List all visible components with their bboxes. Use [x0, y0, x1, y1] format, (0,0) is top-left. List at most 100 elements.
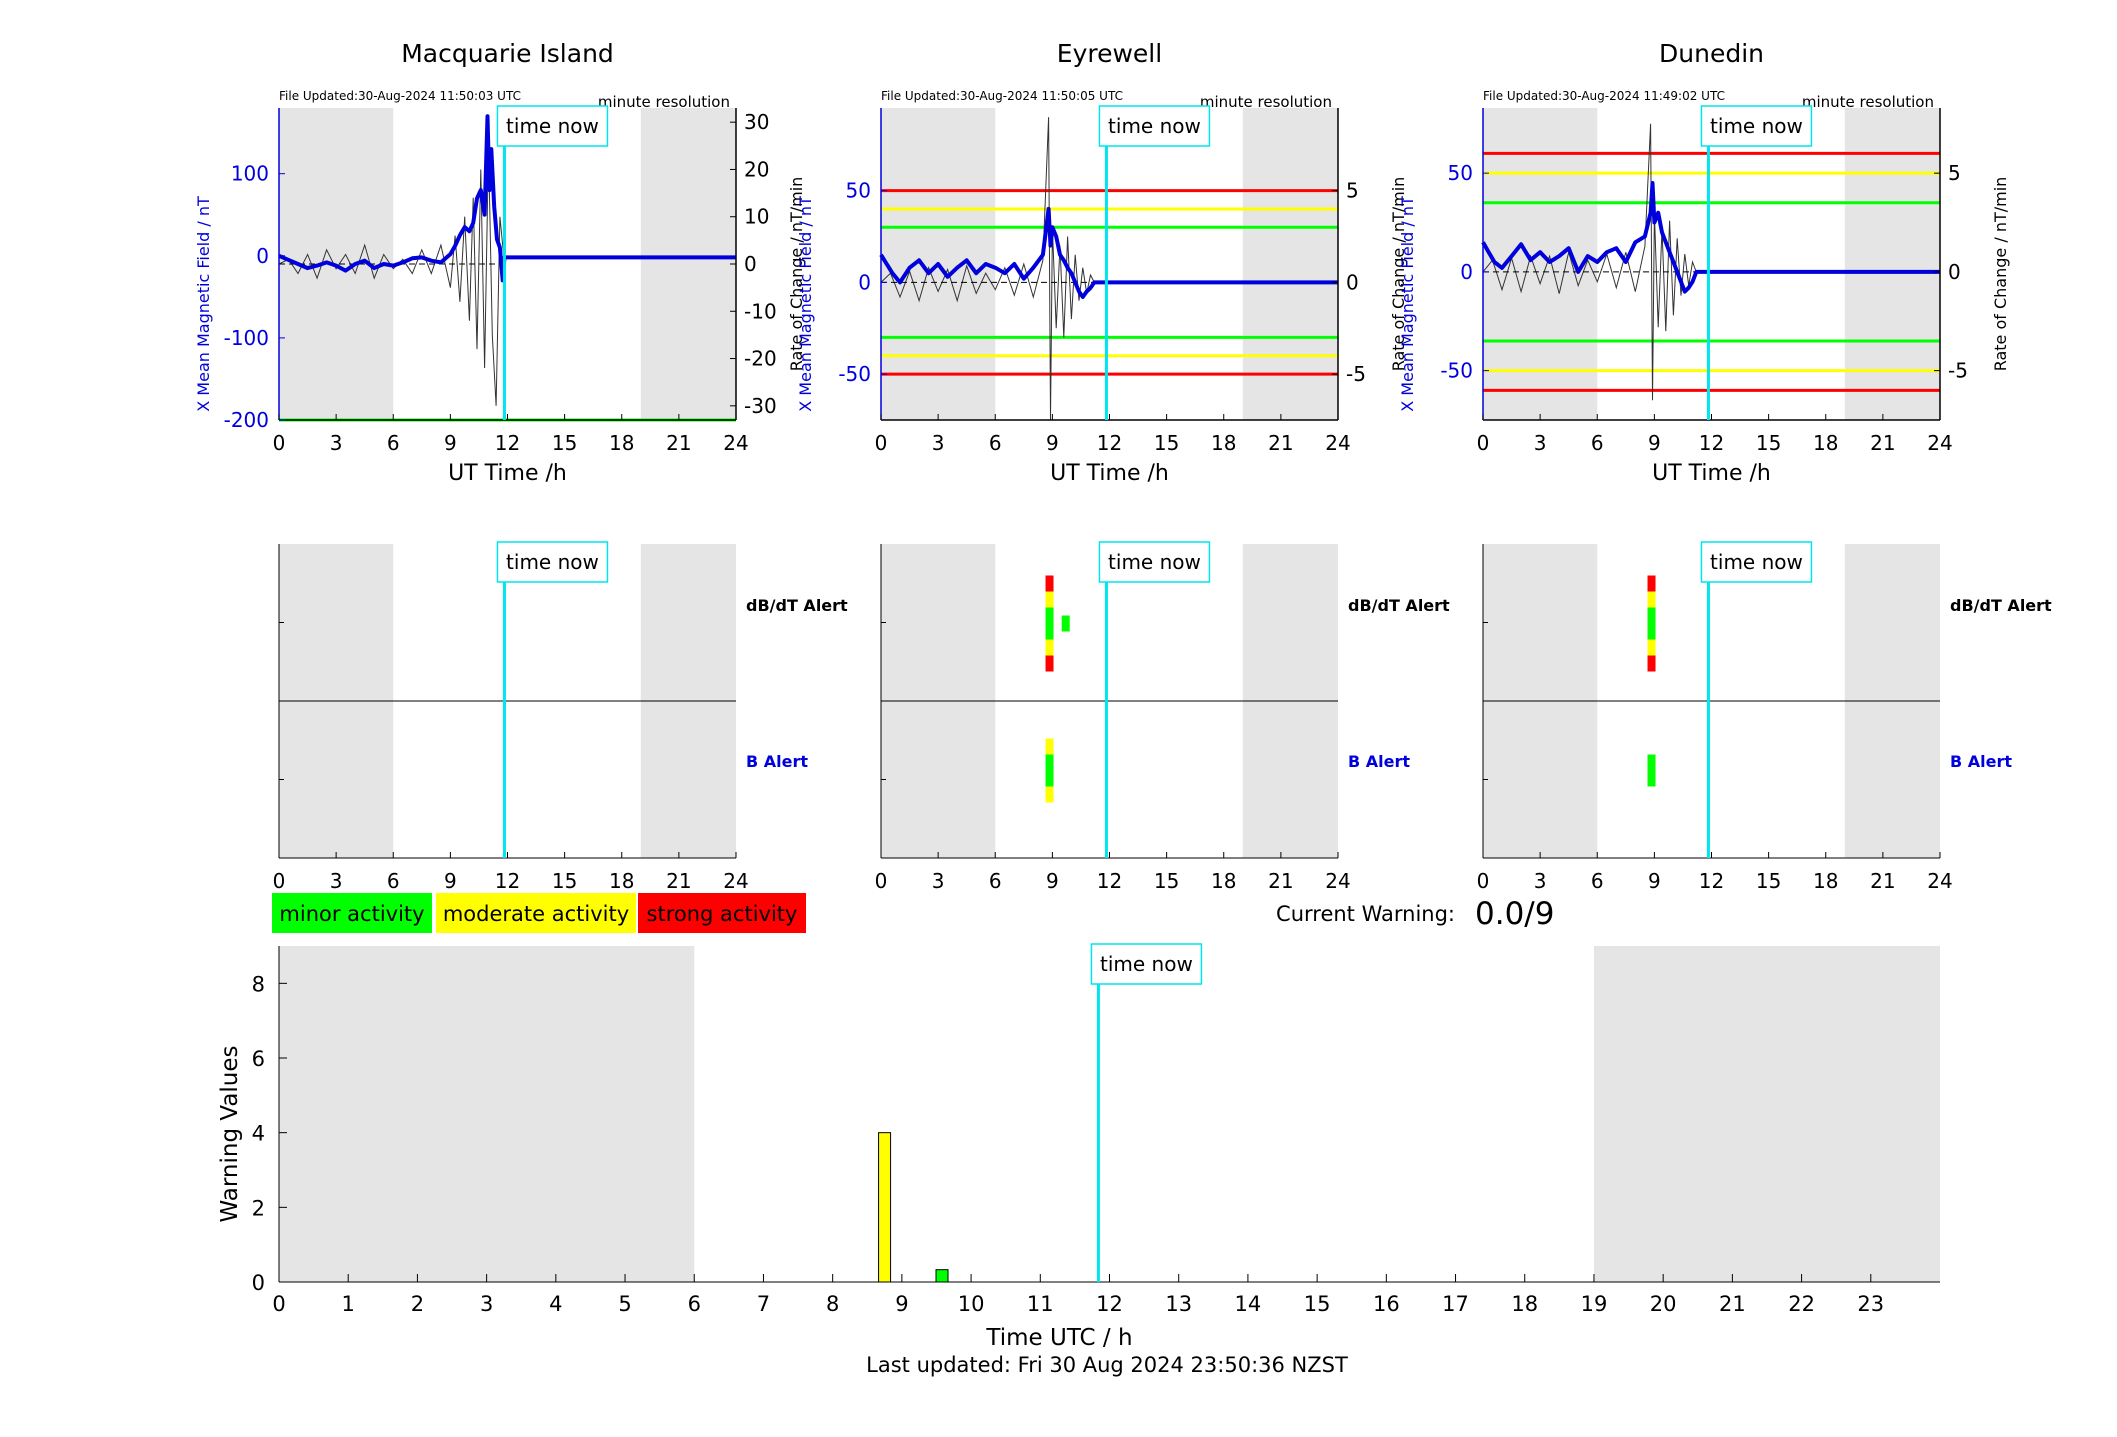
x-tick-label: 6: [989, 869, 1002, 893]
night-shade-band: [1483, 108, 1598, 420]
warning-x-tick-label: 12: [1096, 1292, 1123, 1316]
warning-x-tick-label: 18: [1511, 1292, 1538, 1316]
x-tick-label: 12: [495, 431, 520, 455]
legend-strong-label: strong activity: [647, 902, 798, 926]
time-now-box: [1700, 541, 1813, 583]
x-tick-label: 12: [1699, 869, 1724, 893]
x-tick-label: 21: [666, 431, 691, 455]
x-tick-label: 18: [1211, 869, 1236, 893]
warning-x-tick-label: 5: [618, 1292, 631, 1316]
dbdt-alert-label: dB/dT Alert: [1348, 596, 1450, 615]
x-tick-label: 0: [1477, 869, 1490, 893]
x-tick-label: 0: [273, 869, 286, 893]
dbdt-alert-segment: [1647, 575, 1656, 592]
warning-x-axis-label: Time UTC / h: [985, 1325, 1132, 1351]
x-tick-label: 3: [1534, 869, 1547, 893]
warning-x-tick-label: 21: [1719, 1292, 1746, 1316]
night-shade-band: [640, 108, 736, 420]
y-left-tick-label: 0: [256, 244, 269, 268]
x-tick-label: 15: [1154, 869, 1179, 893]
legend-moderate-label: moderate activity: [443, 902, 629, 926]
x-tick-label: 18: [1211, 431, 1236, 455]
warning-x-tick-label: 13: [1165, 1292, 1192, 1316]
x-tick-label: 3: [932, 431, 945, 455]
x-tick-label: 18: [609, 431, 634, 455]
warning-x-tick-label: 20: [1650, 1292, 1677, 1316]
warning-x-tick-label: 4: [549, 1292, 562, 1316]
dbdt-alert-segment: [1045, 623, 1054, 640]
y-right-tick-label: 30: [744, 110, 769, 134]
y-left-tick-label: 0: [858, 270, 871, 294]
dbdt-alert-segment: [1647, 591, 1656, 608]
last-updated-text: Last updated: Fri 30 Aug 2024 23:50:36 N…: [866, 1353, 1348, 1377]
b-alert-segment: [1647, 754, 1656, 771]
warning-x-tick-label: 10: [958, 1292, 985, 1316]
warning-x-tick-label: 16: [1373, 1292, 1400, 1316]
time-now-box: [496, 105, 609, 147]
x-tick-label: 6: [387, 869, 400, 893]
warning-x-tick-label: 3: [480, 1292, 493, 1316]
x-tick-label: 21: [1268, 869, 1293, 893]
y-left-tick-label: 50: [846, 179, 871, 203]
night-shade-band: [1593, 946, 1940, 1282]
y-right-tick-label: 10: [744, 205, 769, 229]
resolution-text: minute resolution: [1802, 93, 1934, 111]
dbdt-alert-segment: [1045, 639, 1054, 656]
x-tick-label: 9: [1648, 431, 1661, 455]
time-now-box: [1098, 105, 1211, 147]
x-tick-label: 24: [1927, 431, 1952, 455]
warning-y-tick-label: 6: [252, 1047, 265, 1071]
y-right-tick-label: -10: [744, 299, 777, 323]
warning-x-tick-label: 19: [1581, 1292, 1608, 1316]
y-right-axis-label: Rate of Change / nT/min: [787, 177, 806, 372]
dbdt-alert-segment: [1061, 615, 1070, 632]
warning-y-tick-label: 2: [252, 1196, 265, 1220]
warning-x-tick-label: 11: [1027, 1292, 1054, 1316]
y-left-axis-label: X Mean Magnetic Field / nT: [796, 196, 815, 412]
x-tick-label: 3: [1534, 431, 1547, 455]
x-tick-label: 24: [1927, 869, 1952, 893]
file-updated-text: File Updated:30-Aug-2024 11:50:05 UTC: [881, 89, 1123, 103]
dbdt-alert-segment: [1647, 607, 1656, 624]
x-tick-label: 12: [1097, 869, 1122, 893]
warning-x-tick-label: 22: [1788, 1292, 1815, 1316]
x-axis-label: UT Time /h: [1050, 461, 1169, 486]
y-left-tick-label: 0: [1460, 260, 1473, 284]
time-now-label: time now: [1710, 550, 1803, 574]
warning-y-axis-label: Warning Values: [217, 1045, 243, 1222]
x-tick-label: 12: [1699, 431, 1724, 455]
x-tick-label: 0: [273, 431, 286, 455]
x-tick-label: 21: [1268, 431, 1293, 455]
warning-x-tick-label: 2: [411, 1292, 424, 1316]
x-tick-label: 0: [875, 869, 888, 893]
x-tick-label: 9: [1648, 869, 1661, 893]
resolution-text: minute resolution: [598, 93, 730, 111]
x-tick-label: 15: [552, 431, 577, 455]
legend-moderate-swatch: [436, 893, 636, 933]
dbdt-alert-segment: [1045, 607, 1054, 624]
current-warning-value: 0.0/9: [1475, 896, 1554, 932]
time-now-box: [1090, 943, 1203, 985]
x-tick-label: 18: [609, 869, 634, 893]
warning-bar: [935, 1269, 949, 1283]
x-tick-label: 15: [1756, 869, 1781, 893]
file-updated-text: File Updated:30-Aug-2024 11:50:03 UTC: [279, 89, 521, 103]
warning-x-tick-label: 7: [757, 1292, 770, 1316]
y-right-tick-label: 0: [1948, 260, 1961, 284]
time-now-box: [1098, 541, 1211, 583]
b-alert-segment: [1647, 770, 1656, 787]
x-tick-label: 0: [875, 431, 888, 455]
night-shade-band: [279, 946, 695, 1282]
x-tick-label: 9: [444, 431, 457, 455]
x-tick-label: 0: [1477, 431, 1490, 455]
b-alert-label: B Alert: [746, 752, 808, 771]
y-left-tick-label: 100: [231, 162, 269, 186]
x-tick-label: 12: [1097, 431, 1122, 455]
b-alert-segment: [1045, 738, 1054, 755]
y-right-tick-label: -5: [1346, 362, 1366, 386]
warning-y-tick-label: 4: [252, 1122, 265, 1146]
y-left-axis-label: X Mean Magnetic Field / nT: [194, 196, 213, 412]
warning-y-tick-label: 0: [252, 1271, 265, 1295]
x-tick-label: 24: [1325, 869, 1350, 893]
